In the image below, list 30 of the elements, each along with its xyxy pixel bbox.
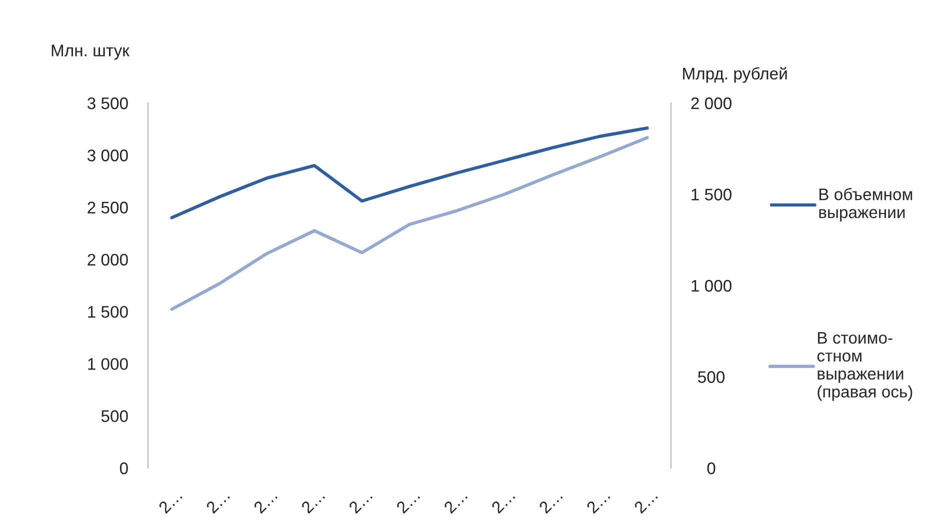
y2-tick-label: 1 500 <box>692 188 732 200</box>
y-tick-label: 3 500 <box>87 97 128 110</box>
y2-tick-label: 0 <box>707 462 716 474</box>
y-tick-label: 2 500 <box>88 202 128 214</box>
x-tick-label: 2… <box>490 489 516 514</box>
x-tick-label: 2… <box>206 489 230 514</box>
x-tick-label: 2… <box>538 489 563 514</box>
legend-label: В объемном выражении <box>819 188 912 222</box>
y-tick-label: 1 500 <box>88 306 128 318</box>
y2-axis-title: Млрд. рублей <box>683 66 787 83</box>
y2-tick-label: 2 000 <box>691 97 732 110</box>
legend-label: В стоимо- стном выражении (правая ось) <box>817 332 912 401</box>
y-tick-label: 1 000 <box>88 358 128 370</box>
line-series <box>170 126 649 220</box>
x-tick-label: 2… <box>300 489 326 514</box>
x-tick-label: 2… <box>443 489 468 514</box>
y-tick-label: 3 000 <box>87 150 128 162</box>
line-series <box>170 136 649 311</box>
x-tick-label: 2… <box>586 489 610 514</box>
x-tick-label: 2… <box>253 489 278 514</box>
y-tick-label: 500 <box>101 410 128 422</box>
x-tick-label: 2… <box>158 489 182 514</box>
y-tick-label: 2 000 <box>88 254 128 266</box>
x-tick-label: 2… <box>396 489 420 514</box>
y2-tick-label: 1 000 <box>692 280 732 292</box>
y-tick-label: 0 <box>120 462 128 474</box>
y2-tick-label: 500 <box>698 371 725 383</box>
y-axis-title: Млн. штук <box>52 44 130 60</box>
x-tick-label: 2… <box>633 489 658 514</box>
x-tick-label: 2… <box>348 489 373 514</box>
